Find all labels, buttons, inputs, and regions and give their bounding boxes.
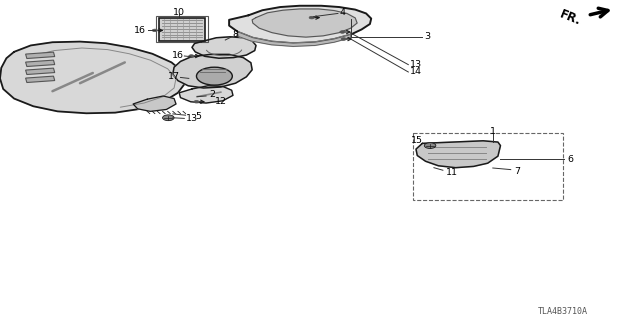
Bar — [413, 133, 563, 200]
Circle shape — [163, 115, 174, 121]
Text: 11: 11 — [446, 168, 458, 177]
Polygon shape — [0, 42, 186, 113]
Text: 4: 4 — [339, 8, 346, 17]
Polygon shape — [173, 54, 252, 88]
Bar — [159, 18, 205, 41]
Bar — [156, 16, 208, 42]
Text: 16: 16 — [134, 26, 145, 35]
Polygon shape — [252, 9, 357, 37]
Circle shape — [189, 55, 194, 57]
Text: 13: 13 — [410, 60, 422, 69]
Circle shape — [196, 67, 232, 85]
Text: 5: 5 — [195, 112, 202, 121]
Polygon shape — [192, 37, 256, 58]
Text: TLA4B3710A: TLA4B3710A — [538, 308, 588, 316]
Text: 8: 8 — [232, 30, 239, 39]
Text: 7: 7 — [514, 167, 520, 176]
Text: 14: 14 — [410, 68, 422, 76]
Text: 12: 12 — [215, 97, 227, 106]
Bar — [26, 76, 55, 83]
Text: 10: 10 — [173, 8, 185, 17]
Polygon shape — [237, 32, 351, 46]
Circle shape — [424, 143, 436, 148]
Text: 3: 3 — [424, 32, 431, 41]
Polygon shape — [179, 86, 233, 103]
Polygon shape — [229, 6, 371, 43]
Text: 16: 16 — [172, 52, 184, 60]
Text: 17: 17 — [168, 72, 180, 81]
Text: 2: 2 — [209, 90, 216, 99]
Polygon shape — [416, 141, 500, 168]
Circle shape — [309, 16, 314, 19]
Text: 6: 6 — [567, 155, 573, 164]
Bar — [26, 52, 55, 59]
Circle shape — [152, 29, 157, 32]
Bar — [26, 60, 55, 67]
Text: 13: 13 — [186, 114, 198, 123]
Circle shape — [341, 38, 346, 40]
Circle shape — [194, 100, 199, 103]
Text: 15: 15 — [412, 136, 423, 145]
Text: 1: 1 — [490, 127, 496, 136]
Bar — [26, 68, 55, 75]
Text: FR.: FR. — [558, 7, 584, 28]
Polygon shape — [133, 96, 176, 111]
Circle shape — [340, 31, 345, 33]
